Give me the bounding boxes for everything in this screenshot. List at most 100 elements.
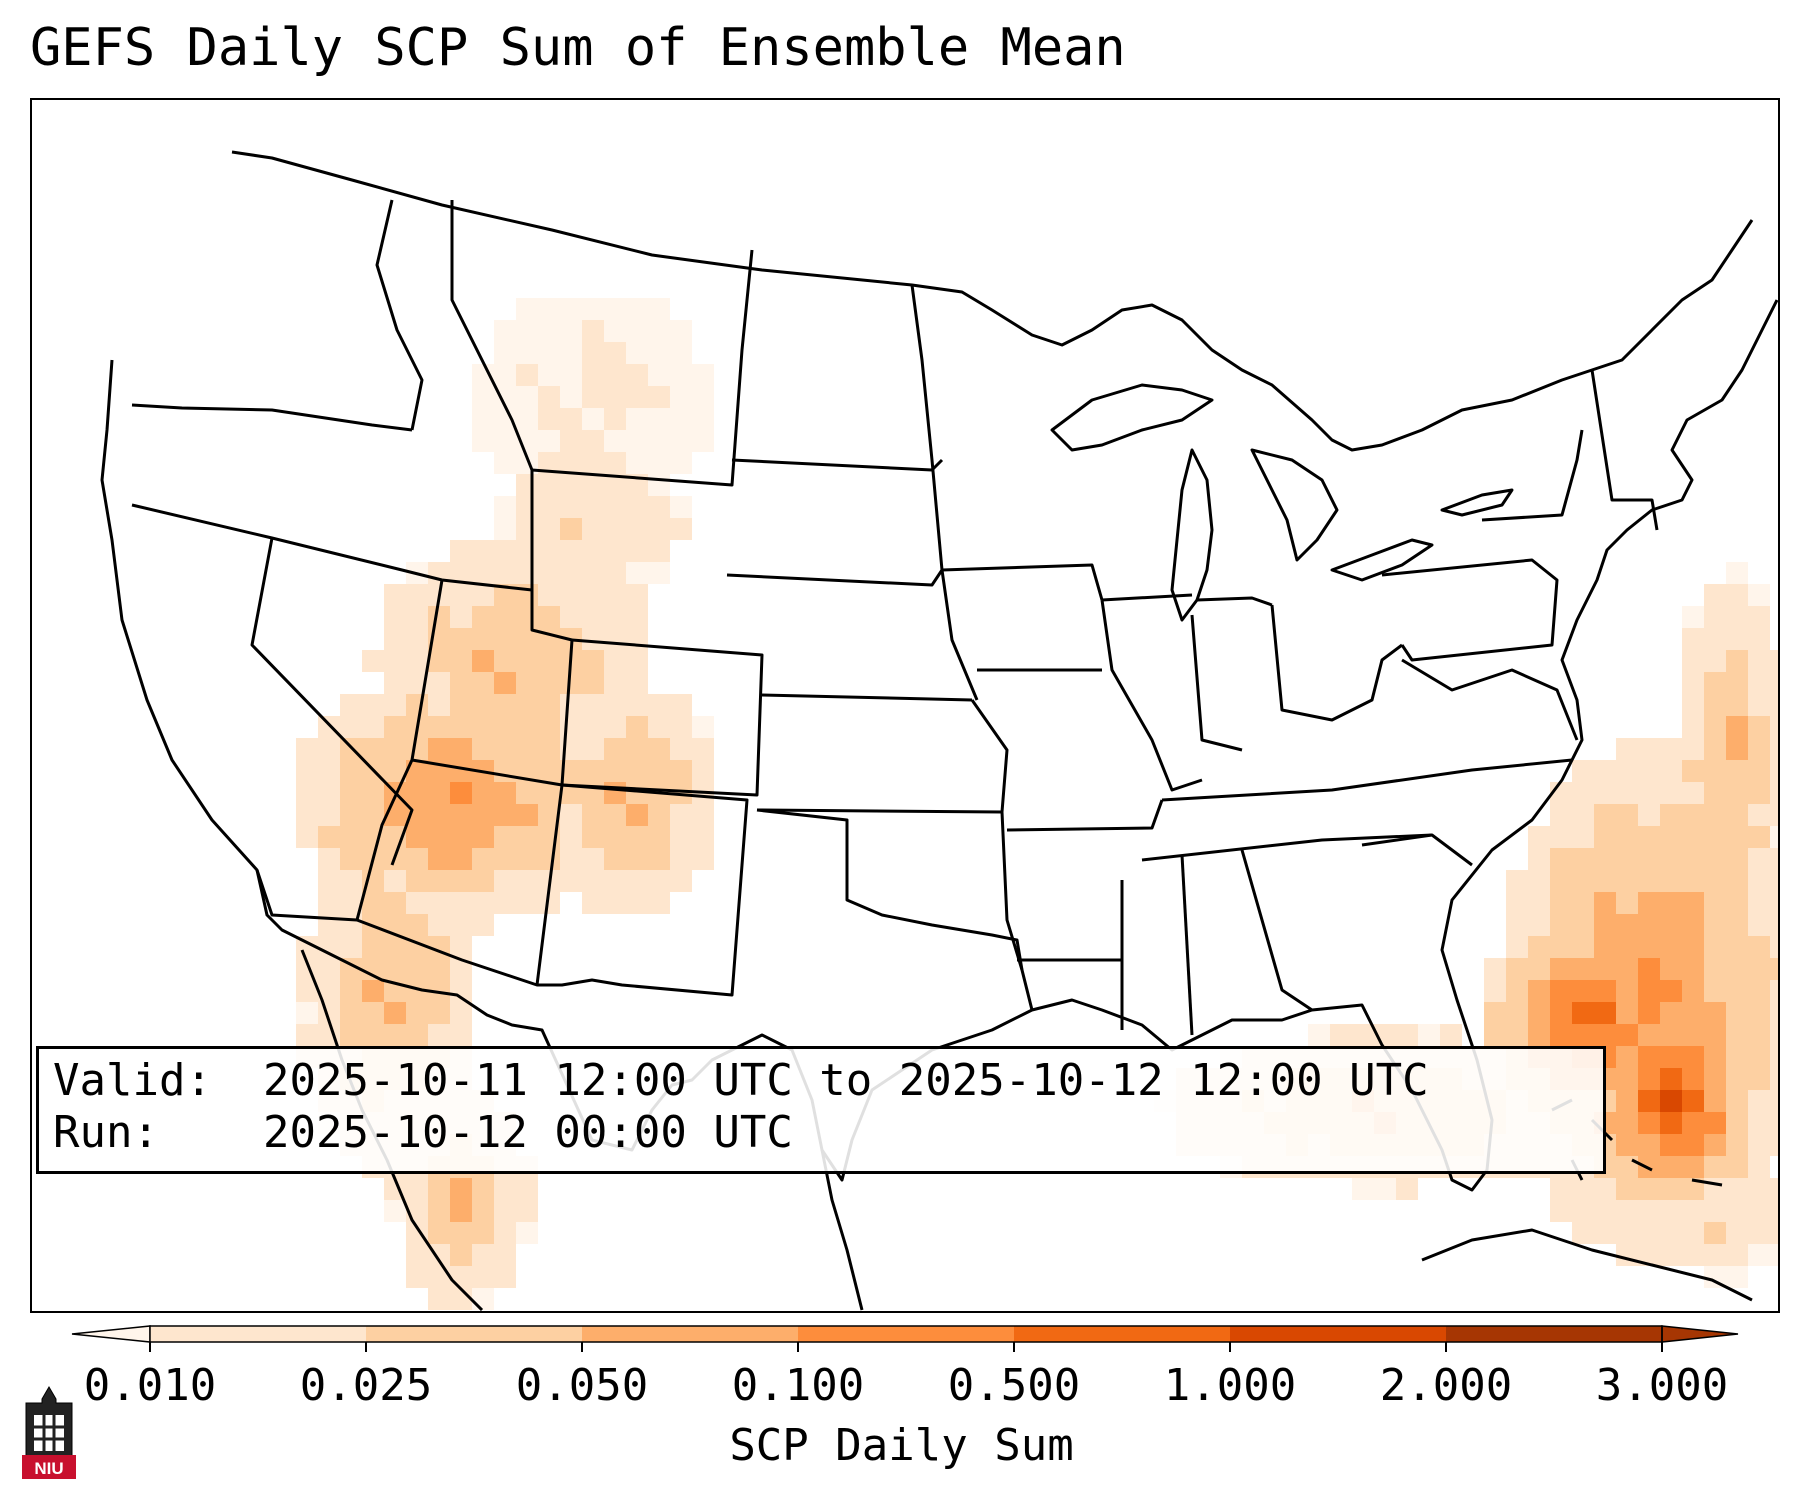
scp-cell (340, 694, 362, 716)
scp-cell (604, 892, 626, 914)
scp-cell (582, 826, 604, 848)
scp-cell (494, 364, 516, 386)
scp-cell (450, 628, 472, 650)
scp-cell (1506, 892, 1528, 914)
border-in (1190, 614, 1243, 752)
scp-cell (494, 342, 516, 364)
scp-cell (406, 1178, 428, 1200)
scp-cell (1594, 870, 1616, 892)
scp-cell (494, 848, 516, 870)
scp-cell (516, 650, 538, 672)
scp-cell (1638, 1068, 1660, 1090)
scp-cell (428, 716, 450, 738)
scp-cell (1660, 848, 1682, 870)
scp-cell (472, 848, 494, 870)
scp-cell (428, 1244, 450, 1266)
scp-cell (494, 1266, 516, 1288)
scp-cell (604, 320, 626, 342)
scp-cell (1682, 848, 1704, 870)
scp-cell (1572, 848, 1594, 870)
scp-cell (1748, 914, 1770, 936)
scp-cell (1682, 1222, 1704, 1244)
scp-cell (1770, 760, 1778, 782)
border-va (1401, 658, 1579, 741)
scp-cell (1770, 650, 1778, 672)
scp-cell (1748, 716, 1770, 738)
colorbar-outline (149, 1325, 1663, 1343)
scp-cell (1594, 1222, 1616, 1244)
scp-cell (1550, 1002, 1572, 1024)
scp-cell (1528, 848, 1550, 870)
scp-cell (406, 914, 428, 936)
scp-cell (648, 408, 670, 430)
scp-cell (1506, 936, 1528, 958)
scp-cell (648, 760, 670, 782)
scp-cell (670, 716, 692, 738)
scp-cell (1726, 1046, 1748, 1068)
scp-cell (1550, 1024, 1572, 1046)
scp-cell (1770, 1002, 1778, 1024)
scp-cell (384, 628, 406, 650)
scp-cell (362, 738, 384, 760)
border-ga (1240, 849, 1313, 1012)
scp-cell (494, 430, 516, 452)
scp-cell (1704, 738, 1726, 760)
scp-cell (1594, 826, 1616, 848)
scp-cell (1638, 760, 1660, 782)
border-sd-ne (726, 569, 944, 587)
scp-cell (1748, 1222, 1770, 1244)
scp-cell (1396, 1178, 1418, 1200)
scp-cell (1660, 1178, 1682, 1200)
scp-cell (1638, 892, 1660, 914)
scp-cell (1616, 1244, 1638, 1266)
scp-cell (626, 298, 648, 320)
scp-cell (1704, 936, 1726, 958)
scp-cell (384, 914, 406, 936)
scp-cell (1660, 1024, 1682, 1046)
scp-cell (1682, 672, 1704, 694)
scp-cell (1726, 1222, 1748, 1244)
scp-cell (538, 386, 560, 408)
scp-cell (604, 804, 626, 826)
scp-cell (538, 298, 560, 320)
scp-cell (1770, 1112, 1778, 1134)
scp-cell (582, 342, 604, 364)
scp-cell (582, 606, 604, 628)
scp-cell (670, 804, 692, 826)
scp-cell (1638, 848, 1660, 870)
scp-cell (296, 804, 318, 826)
scp-cell (1660, 1112, 1682, 1134)
scp-cell (582, 474, 604, 496)
scp-cell (538, 518, 560, 540)
scp-cell (384, 870, 406, 892)
scp-cell (1682, 936, 1704, 958)
scp-cell (1550, 870, 1572, 892)
border-ut (410, 579, 574, 787)
scp-cell (1726, 782, 1748, 804)
valid-value: 2025-10-11 12:00 UTC to 2025-10-12 12:00… (263, 1055, 1429, 1106)
scp-cell (1704, 1068, 1726, 1090)
scp-cell (560, 826, 582, 848)
scp-cell (538, 804, 560, 826)
scp-cell (1572, 1178, 1594, 1200)
scp-cell (560, 364, 582, 386)
scp-cell (516, 540, 538, 562)
scp-cell (1704, 1156, 1726, 1178)
scp-cell (450, 606, 472, 628)
scp-cell (604, 562, 626, 584)
scp-cell (1704, 1046, 1726, 1068)
border-id-mt (441, 200, 534, 592)
scp-cell (472, 386, 494, 408)
scp-cell (516, 870, 538, 892)
scp-cell (560, 540, 582, 562)
border-ks-ok (756, 808, 1003, 814)
scp-cell (516, 496, 538, 518)
scp-cell (1616, 1222, 1638, 1244)
scp-cell (428, 738, 450, 760)
scp-cell (626, 540, 648, 562)
scp-cell (1682, 804, 1704, 826)
scp-cell (340, 826, 362, 848)
scp-cell (1682, 980, 1704, 1002)
scp-cell (1748, 1068, 1770, 1090)
colorbar-tick-label: 0.010 (84, 1360, 216, 1411)
